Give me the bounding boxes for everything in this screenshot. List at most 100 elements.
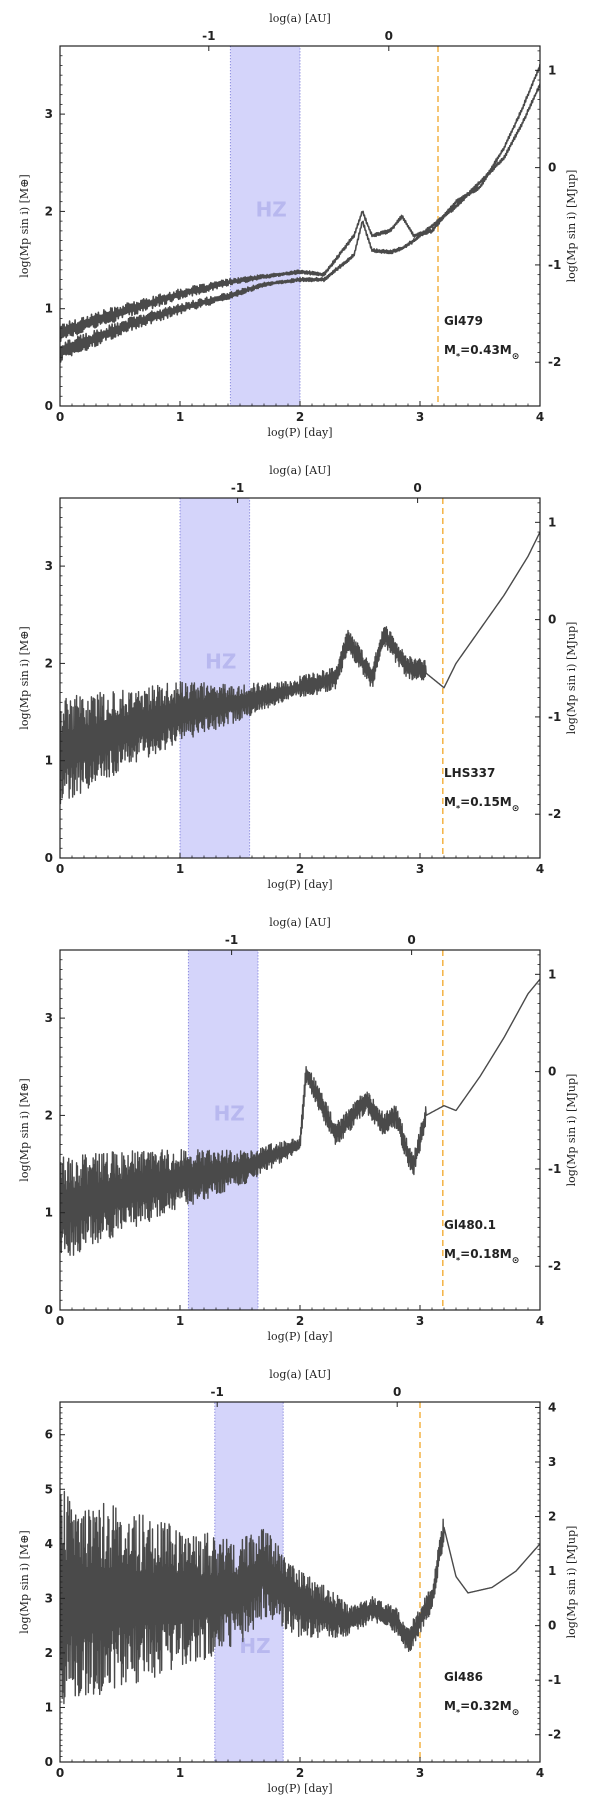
right-y-tick-label: 1 [548,63,556,77]
top-axis-label: log(a) [AU] [269,464,331,477]
x-tick-label: 3 [416,862,424,876]
x-tick-label: 2 [296,1314,304,1328]
right-y-tick-label: -1 [548,1673,561,1687]
panel-Gl480.1: HZ 0 1 2 3 4 0 1 2 3 1 0 -1 -2 -1 0 log(P) [day] log(a) [… [18,916,578,1343]
x-tick-label: 2 [296,410,304,424]
hz-band [187,949,259,1311]
right-y-tick-label: 0 [548,1065,556,1079]
x-axis-label: log(P) [day] [267,426,332,439]
right-y-tick-label: -2 [548,807,561,821]
curves [60,64,540,363]
right-y-tick-label: -2 [548,1259,561,1273]
x-tick-label: 0 [56,1314,64,1328]
hz-band [179,497,251,859]
top-tick-label: -1 [211,1385,224,1399]
series-line [60,531,540,805]
curves [60,1490,540,1705]
x-axis-label: log(P) [day] [267,1330,332,1343]
top-tick-label: -1 [231,481,244,495]
y-tick-label: 1 [45,302,53,316]
y-axis-label-left: log(Mp sin i) [M⊕] [18,1078,31,1181]
panel-LHS337: HZ 0 1 2 3 4 0 1 2 3 1 0 -1 -2 -1 0 log(P) [day] log(a) [… [18,464,578,891]
y-tick-label: 1 [45,1206,53,1220]
x-tick-label: 1 [176,410,184,424]
y-tick-label: 2 [45,204,53,218]
x-axis-label: log(P) [day] [267,878,332,891]
x-tick-label: 3 [416,410,424,424]
y-tick-label: 1 [45,1700,53,1714]
x-tick-label: 1 [176,1766,184,1780]
y-tick-label: 3 [45,107,53,121]
star-mass: M*=0.43M⊙ [444,343,519,362]
series-line [60,83,540,363]
y-tick-label: 3 [45,1011,53,1025]
y-tick-label: 3 [45,1591,53,1605]
y-tick-label: 0 [45,1755,53,1769]
x-tick-label: 4 [536,862,544,876]
x-tick-label: 0 [56,1766,64,1780]
top-axis-label: log(a) [AU] [269,916,331,929]
right-y-tick-label: 0 [548,613,556,627]
y-tick-label: 4 [45,1537,53,1551]
star-name: Gl480.1 [444,1218,496,1232]
curves [60,531,540,805]
y-axis-label-right: log(Mp sin i) [MJup] [565,622,578,735]
right-y-tick-label: -2 [548,1728,561,1742]
top-tick-label: 0 [385,29,393,43]
x-tick-label: 4 [536,1314,544,1328]
right-y-tick-label: 4 [548,1400,556,1414]
x-tick-label: 2 [296,1766,304,1780]
hz-label: HZ [239,1634,270,1658]
y-tick-label: 1 [45,754,53,768]
x-tick-label: 3 [416,1766,424,1780]
right-y-tick-label: 1 [548,1564,556,1578]
curves [60,978,540,1256]
y-tick-label: 5 [45,1482,53,1496]
hz-label: HZ [256,197,287,221]
top-axis-label: log(a) [AU] [269,1368,331,1381]
hz-label: HZ [214,1101,245,1125]
y-axis-label-left: log(Mp sin i) [M⊕] [18,174,31,277]
x-tick-label: 3 [416,1314,424,1328]
y-tick-label: 2 [45,1646,53,1660]
top-tick-label: 0 [413,481,421,495]
x-tick-label: 2 [296,862,304,876]
top-tick-label: 0 [393,1385,401,1399]
x-tick-label: 4 [536,410,544,424]
x-tick-label: 0 [56,862,64,876]
y-axis-label-right: log(Mp sin i) [MJup] [565,1074,578,1187]
right-y-tick-label: -1 [548,710,561,724]
right-y-tick-label: 0 [548,161,556,175]
star-mass: M*=0.32M⊙ [444,1699,519,1718]
right-y-tick-label: 3 [548,1455,556,1469]
series-line [60,978,540,1256]
star-name: Gl479 [444,314,483,328]
y-tick-label: 0 [45,1303,53,1317]
star-name: Gl486 [444,1670,483,1684]
x-tick-label: 1 [176,862,184,876]
x-tick-label: 0 [56,410,64,424]
top-tick-label: 0 [407,933,415,947]
y-tick-label: 0 [45,399,53,413]
top-axis-label: log(a) [AU] [269,12,331,25]
y-axis-label-right: log(Mp sin i) [MJup] [565,1526,578,1639]
hz-label: HZ [205,649,236,673]
panel-Gl479: HZ 0 1 2 3 4 0 1 2 3 1 0 -1 -2 -1 0 log(P) [day] log(a) [… [18,12,578,439]
star-name: LHS337 [444,766,495,780]
y-tick-label: 0 [45,851,53,865]
y-axis-label-left: log(Mp sin i) [M⊕] [18,626,31,729]
x-axis-label: log(P) [day] [267,1782,332,1795]
x-tick-label: 4 [536,1766,544,1780]
top-tick-label: -1 [225,933,238,947]
right-y-tick-label: 0 [548,1619,556,1633]
panel-Gl486: HZ 0 1 2 3 4 0 1 2 3 4 5 6 4 3 2 1 0 -1 -2 -1 0 log(P) [day] lo… [18,1368,578,1795]
right-y-tick-label: -1 [548,1162,561,1176]
right-y-tick-label: 1 [548,515,556,529]
x-tick-label: 1 [176,1314,184,1328]
y-tick-label: 2 [45,656,53,670]
right-y-tick-label: -1 [548,258,561,272]
right-y-tick-label: -2 [548,355,561,369]
y-tick-label: 6 [45,1428,53,1442]
hz-band [229,45,301,407]
